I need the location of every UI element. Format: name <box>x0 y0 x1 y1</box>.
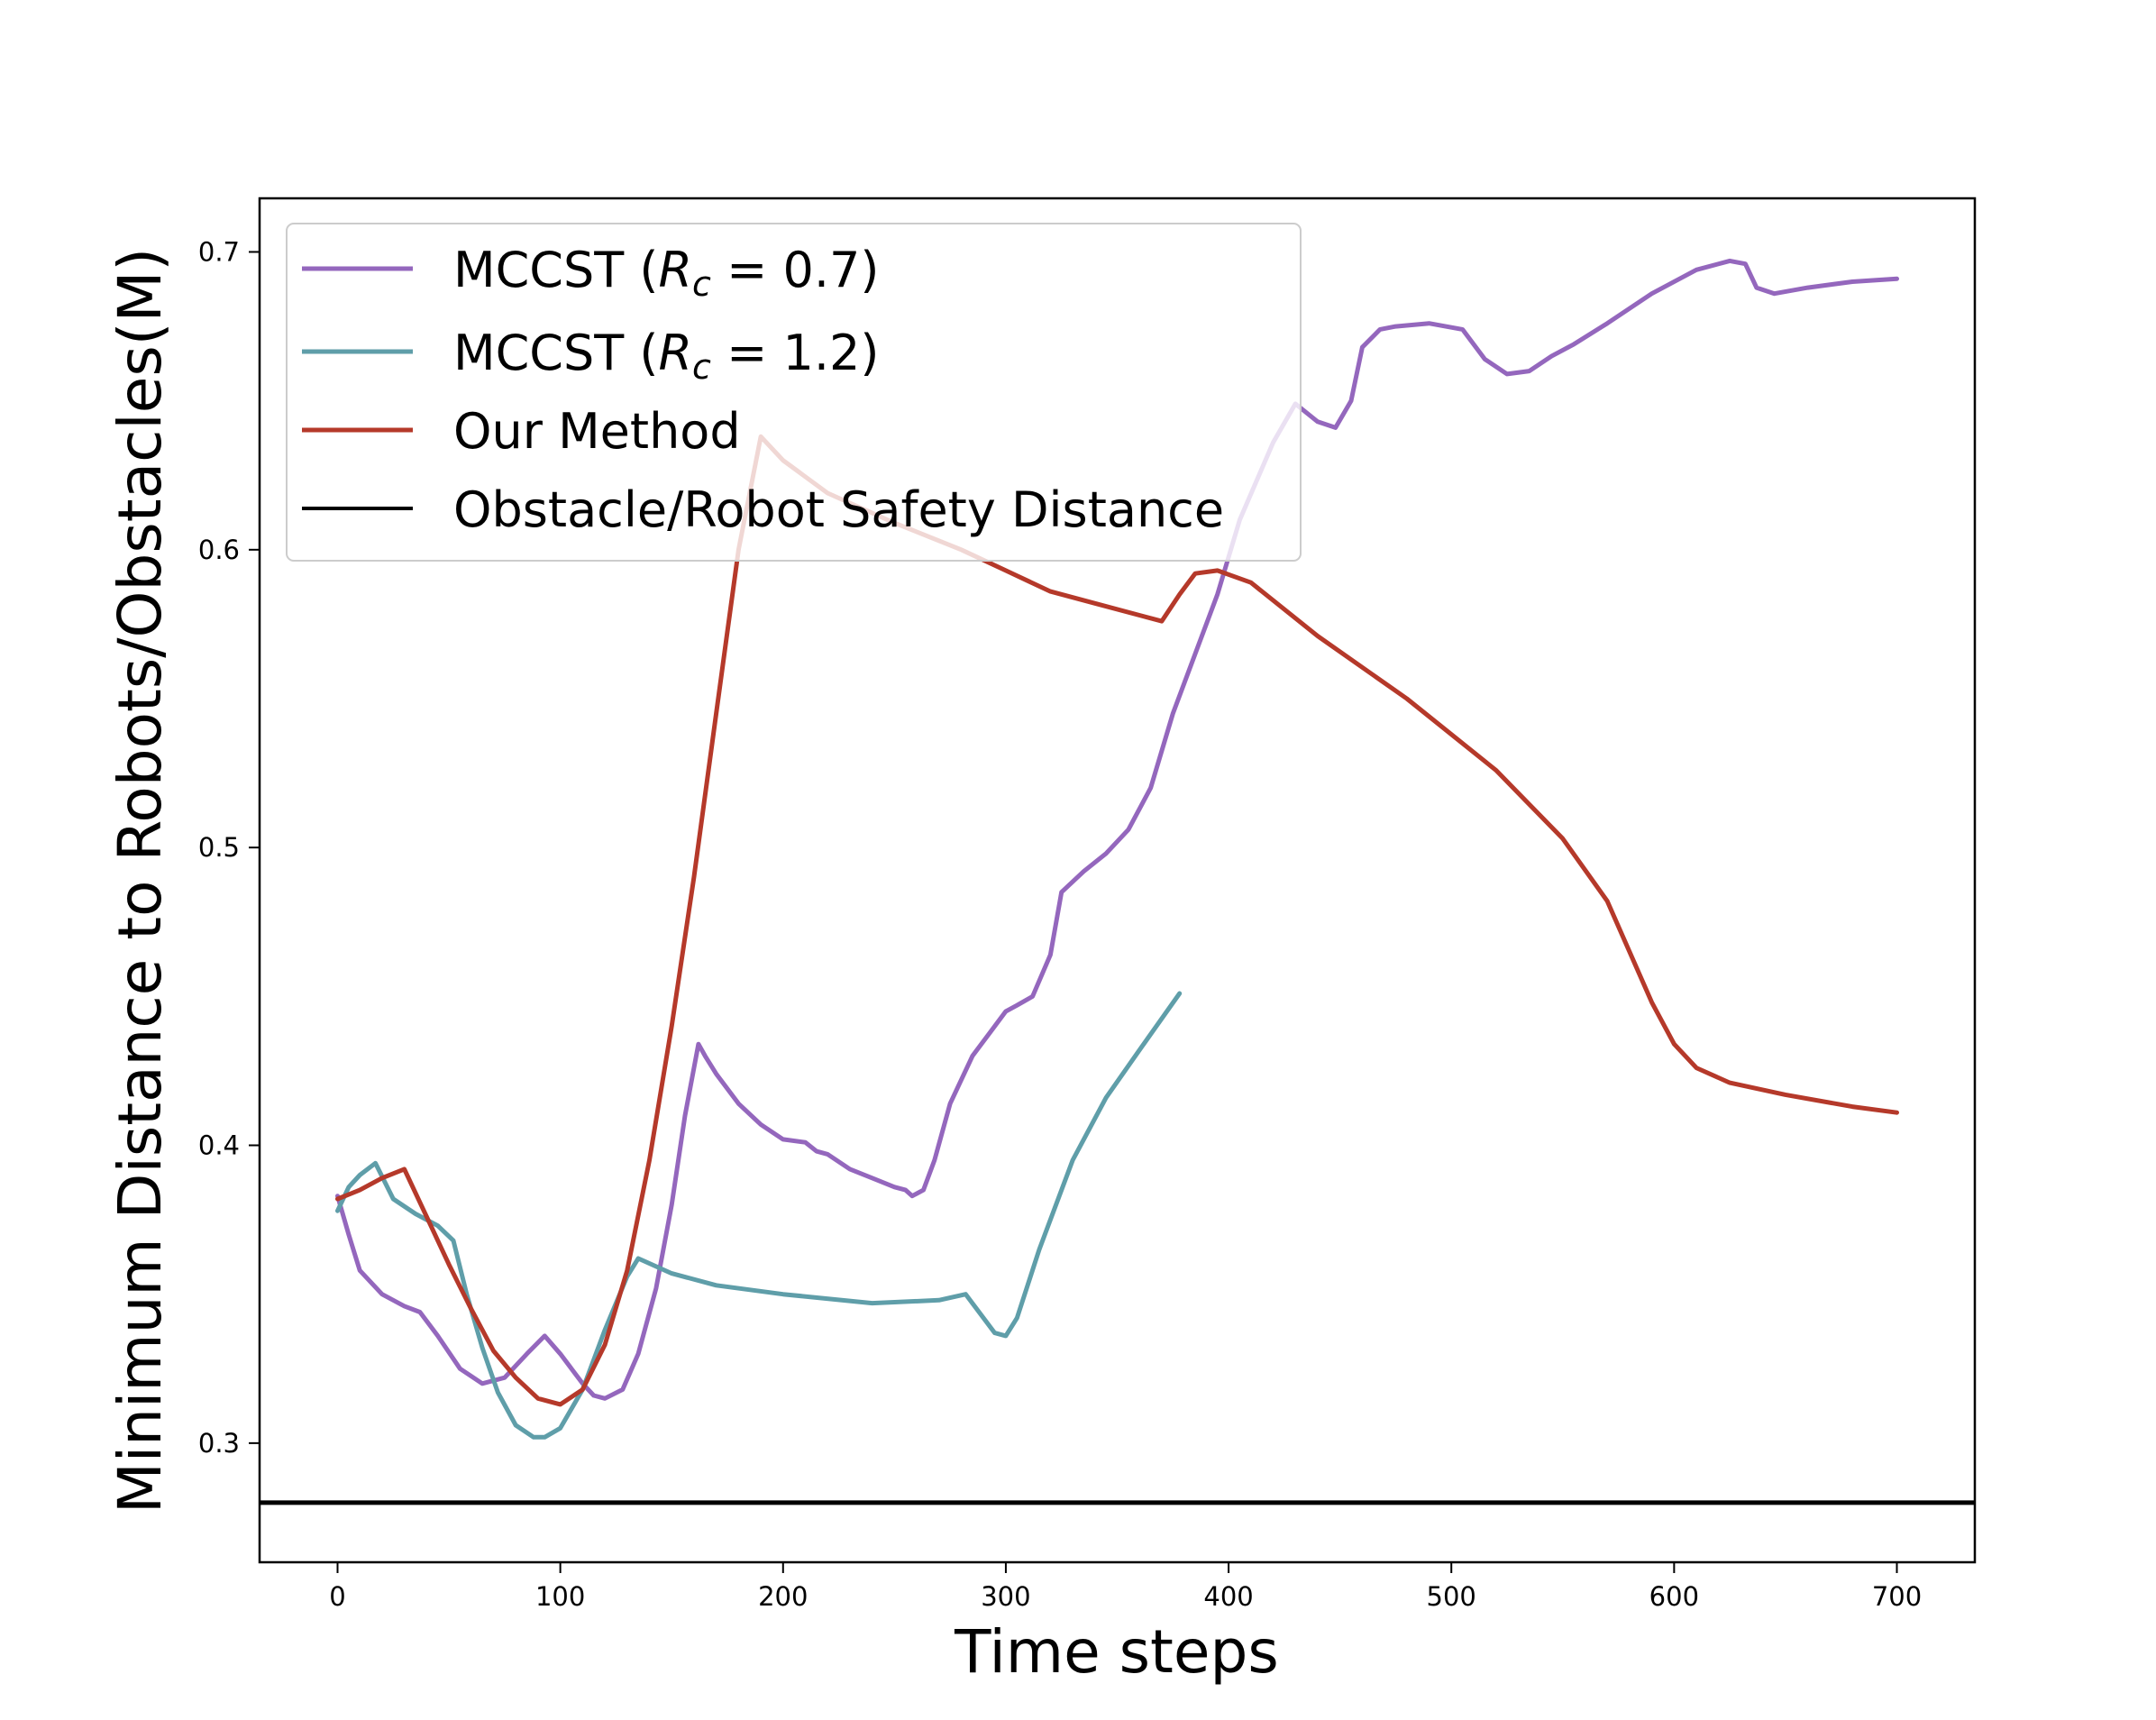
series-line-1 <box>335 258 1899 1401</box>
legend-items: MCCST (Rc = 0.7) MCCST (Rc = 1.2) Our Meth… <box>302 242 1224 538</box>
legend-label-3: Our Method <box>453 403 741 460</box>
y-axis-ticks: 0.3 0.4 0.5 0.6 0.7 <box>198 236 260 1459</box>
y-tick-label: 0.6 <box>198 535 240 565</box>
y-tick-label: 0.4 <box>198 1130 240 1161</box>
y-tick-label: 0.7 <box>198 236 240 267</box>
legend-box <box>286 223 1302 562</box>
x-tick-label: 300 <box>981 1581 1030 1612</box>
y-tick-label: 0.5 <box>198 832 240 863</box>
x-tick-label: 400 <box>1203 1581 1253 1612</box>
x-tick-label: 200 <box>758 1581 808 1612</box>
x-tick-label: 0 <box>329 1581 345 1612</box>
x-tick-label: 700 <box>1872 1581 1922 1612</box>
x-tick-label: 500 <box>1427 1581 1476 1612</box>
y-axis-title: Minimum Distance to Robots/Obstacles(M) <box>105 248 175 1514</box>
legend-label-4: Obstacle/Robot Safety Distance <box>453 481 1224 538</box>
x-axis-ticks: 0 100 200 300 400 500 600 700 <box>329 1562 1922 1612</box>
y-tick-label: 0.3 <box>198 1428 240 1459</box>
legend-label-1: MCCST (Rc = 0.7) <box>453 242 879 304</box>
x-tick-label: 600 <box>1649 1581 1699 1612</box>
legend: MCCST (Rc = 0.7) MCCST (Rc = 1.2) Our Meth… <box>286 223 1302 562</box>
plot-frame <box>258 197 1977 1564</box>
legend-label-2: MCCST (Rc = 1.2) <box>453 325 879 387</box>
x-axis-title: Time steps <box>954 1617 1279 1687</box>
x-tick-label: 100 <box>535 1581 585 1612</box>
